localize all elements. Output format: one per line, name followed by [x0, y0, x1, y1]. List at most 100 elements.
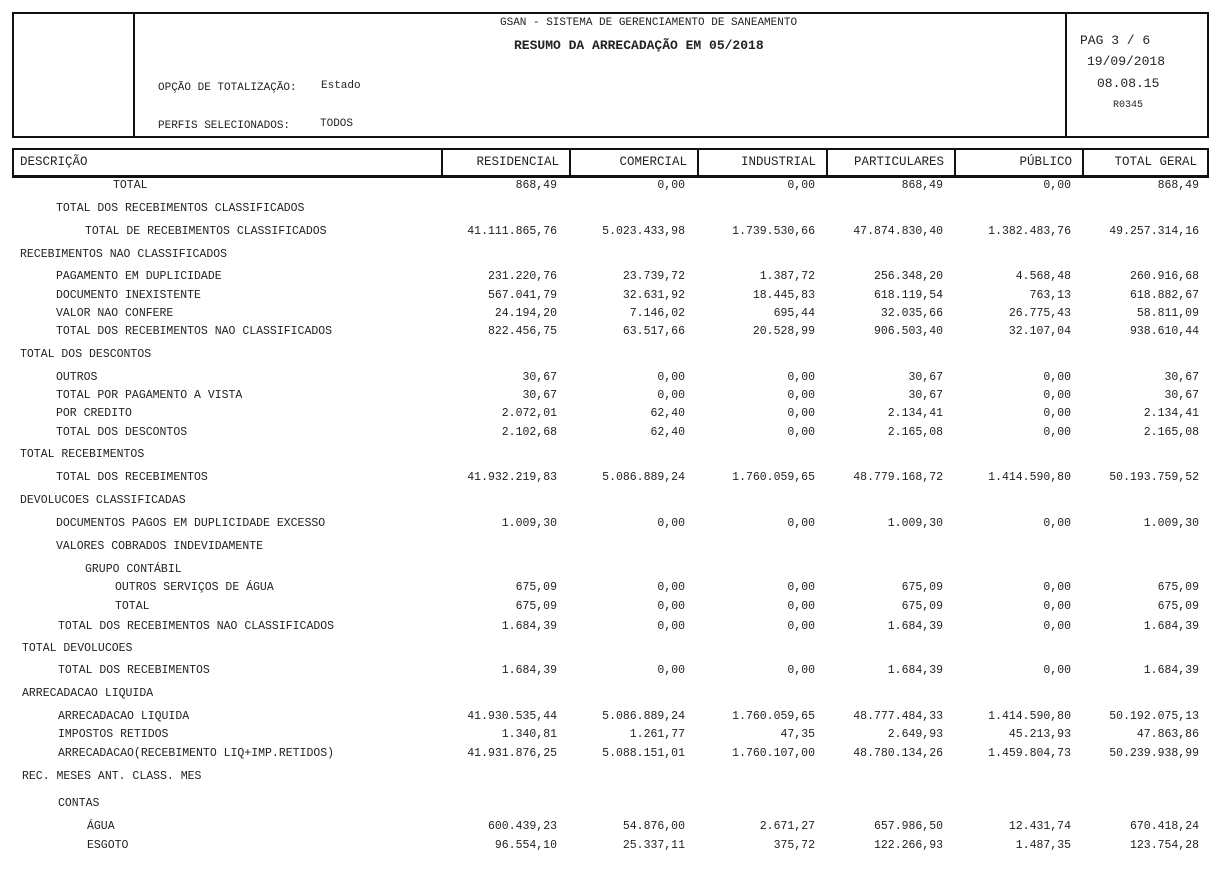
- cell-particulares: 868,49: [901, 179, 943, 192]
- row-label: ESGOTO: [87, 839, 129, 852]
- cell-público: 0,00: [1043, 407, 1071, 420]
- cell-residencial: 675,09: [515, 600, 557, 613]
- row-label: TOTAL: [113, 179, 148, 192]
- column-particulares: PARTICULARES: [826, 150, 954, 175]
- table-row: TOTAL DOS RECEBIMENTOS CLASSIFICADOS: [0, 202, 1225, 216]
- table-row: DOCUMENTOS PAGOS EM DUPLICIDADE EXCESSO 1…: [0, 517, 1225, 531]
- cell-público: 1.414.590,80: [988, 471, 1071, 484]
- cell-total-geral: 260.916,68: [1129, 270, 1199, 283]
- cell-residencial: 1.684,39: [501, 664, 557, 677]
- cell-público: 12.431,74: [1008, 820, 1071, 833]
- cell-residencial: 868,49: [515, 179, 557, 192]
- cell-particulares: 122.266,93: [873, 839, 943, 852]
- row-label: TOTAL DOS DESCONTOS: [56, 426, 188, 439]
- cell-particulares: 1.009,30: [887, 517, 943, 530]
- cell-residencial: 41.931.876,25: [467, 747, 557, 760]
- cell-comercial: 1.261,77: [629, 728, 685, 741]
- cell-total-geral: 1.684,39: [1143, 620, 1199, 633]
- table-row: TOTAL DOS RECEBIMENTOS NAO CLASSIFICADOS…: [0, 325, 1225, 339]
- table-row: ARRECADACAO(RECEBIMENTO LIQ+IMP.RETIDOS)…: [0, 747, 1225, 761]
- row-label: RECEBIMENTOS NAO CLASSIFICADOS: [20, 248, 228, 261]
- cell-industrial: 47,35: [780, 728, 815, 741]
- row-label: ÁGUA: [87, 820, 115, 833]
- cell-particulares: 30,67: [908, 389, 943, 402]
- column-industrial: INDUSTRIAL: [697, 150, 826, 175]
- row-label: IMPOSTOS RETIDOS: [58, 728, 169, 741]
- page-number: PAG 3 / 6: [1080, 33, 1151, 48]
- cell-total-geral: 938.610,44: [1129, 325, 1199, 338]
- cell-público: 763,13: [1029, 289, 1071, 302]
- cell-particulares: 2.134,41: [887, 407, 943, 420]
- cell-público: 26.775,43: [1008, 307, 1071, 320]
- divider: [1065, 14, 1067, 136]
- row-label: POR CREDITO: [56, 407, 132, 420]
- cell-residencial: 822.456,75: [487, 325, 557, 338]
- cell-industrial: 0,00: [787, 664, 815, 677]
- cell-particulares: 47.874.830,40: [853, 225, 943, 238]
- row-label: TOTAL DOS RECEBIMENTOS NAO CLASSIFICADOS: [56, 325, 333, 338]
- cell-público: 4.568,48: [1015, 270, 1071, 283]
- option-value: Estado: [321, 80, 361, 92]
- cell-residencial: 1.340,81: [501, 728, 557, 741]
- cell-total-geral: 2.134,41: [1143, 407, 1199, 420]
- cell-residencial: 30,67: [522, 389, 557, 402]
- cell-público: 0,00: [1043, 600, 1071, 613]
- cell-comercial: 5.023.433,98: [602, 225, 685, 238]
- table-row: REC. MESES ANT. CLASS. MES: [0, 770, 1225, 784]
- table-row: TOTAL DOS RECEBIMENTOS NAO CLASSIFICADOS…: [0, 620, 1225, 634]
- table-row: TOTAL DOS DESCONTOS: [0, 348, 1225, 362]
- cell-industrial: 0,00: [787, 389, 815, 402]
- table-row: TOTAL POR PAGAMENTO A VISTA 30,67 0,00 0,00…: [0, 389, 1225, 403]
- cell-público: 0,00: [1043, 389, 1071, 402]
- cell-particulares: 30,67: [908, 371, 943, 384]
- cell-industrial: 1.739.530,66: [732, 225, 815, 238]
- table-row: DOCUMENTO INEXISTENTE 567.041,79 32.631,92…: [0, 289, 1225, 303]
- cell-residencial: 1.684,39: [501, 620, 557, 633]
- column-publico: PÚBLICO: [954, 150, 1082, 175]
- table-row: TOTAL 868,49 0,00 0,00 868,49 0,00 868,49: [0, 179, 1225, 193]
- cell-público: 0,00: [1043, 179, 1071, 192]
- cell-industrial: 0,00: [787, 426, 815, 439]
- cell-comercial: 0,00: [657, 371, 685, 384]
- cell-comercial: 0,00: [657, 620, 685, 633]
- cell-comercial: 23.739,72: [622, 270, 685, 283]
- cell-comercial: 5.086.889,24: [602, 471, 685, 484]
- row-label: OUTROS: [56, 371, 98, 384]
- profiles-value: TODOS: [320, 118, 354, 130]
- table-row: TOTAL DOS DESCONTOS 2.102,68 62,40 0,00 2.16…: [0, 426, 1225, 440]
- cell-industrial: 1.760.107,00: [732, 747, 815, 760]
- row-label: TOTAL DOS RECEBIMENTOS: [56, 471, 208, 484]
- cell-industrial: 0,00: [787, 600, 815, 613]
- cell-comercial: 0,00: [657, 664, 685, 677]
- cell-total-geral: 868,49: [1157, 179, 1199, 192]
- system-name: GSAN - SISTEMA DE GERENCIAMENTO DE SANEA…: [500, 17, 798, 29]
- report-header: [12, 12, 1209, 138]
- cell-comercial: 54.876,00: [622, 820, 685, 833]
- table-row: TOTAL 675,09 0,00 0,00 675,09 0,00 675,09: [0, 600, 1225, 614]
- row-label: TOTAL DOS RECEBIMENTOS NAO CLASSIFICADOS: [58, 620, 335, 633]
- cell-industrial: 1.760.059,65: [732, 710, 815, 723]
- row-label: TOTAL DEVOLUCOES: [22, 642, 133, 655]
- row-label: TOTAL DOS DESCONTOS: [20, 348, 152, 361]
- row-label: DEVOLUCOES CLASSIFICADAS: [20, 494, 186, 507]
- cell-público: 45.213,93: [1008, 728, 1071, 741]
- table-row: RECEBIMENTOS NAO CLASSIFICADOS: [0, 248, 1225, 262]
- cell-particulares: 1.684,39: [887, 620, 943, 633]
- cell-total-geral: 58.811,09: [1136, 307, 1199, 320]
- table-row: GRUPO CONTÁBIL: [0, 563, 1225, 577]
- report-date: 19/09/2018: [1087, 54, 1166, 69]
- column-residencial: RESIDENCIAL: [441, 150, 569, 175]
- cell-particulares: 48.780.134,26: [853, 747, 943, 760]
- row-label: ARRECADACAO LIQUIDA: [22, 687, 154, 700]
- profiles-label: PERFIS SELECIONADOS:: [158, 120, 291, 132]
- row-label: TOTAL DOS RECEBIMENTOS: [58, 664, 210, 677]
- cell-particulares: 2.649,93: [887, 728, 943, 741]
- cell-residencial: 30,67: [522, 371, 557, 384]
- cell-público: 0,00: [1043, 371, 1071, 384]
- cell-industrial: 0,00: [787, 371, 815, 384]
- cell-comercial: 63.517,66: [622, 325, 685, 338]
- cell-comercial: 5.088.151,01: [602, 747, 685, 760]
- table-row: CONTAS: [0, 797, 1225, 811]
- cell-residencial: 41.111.865,76: [467, 225, 557, 238]
- row-label: ARRECADACAO(RECEBIMENTO LIQ+IMP.RETIDOS): [58, 747, 335, 760]
